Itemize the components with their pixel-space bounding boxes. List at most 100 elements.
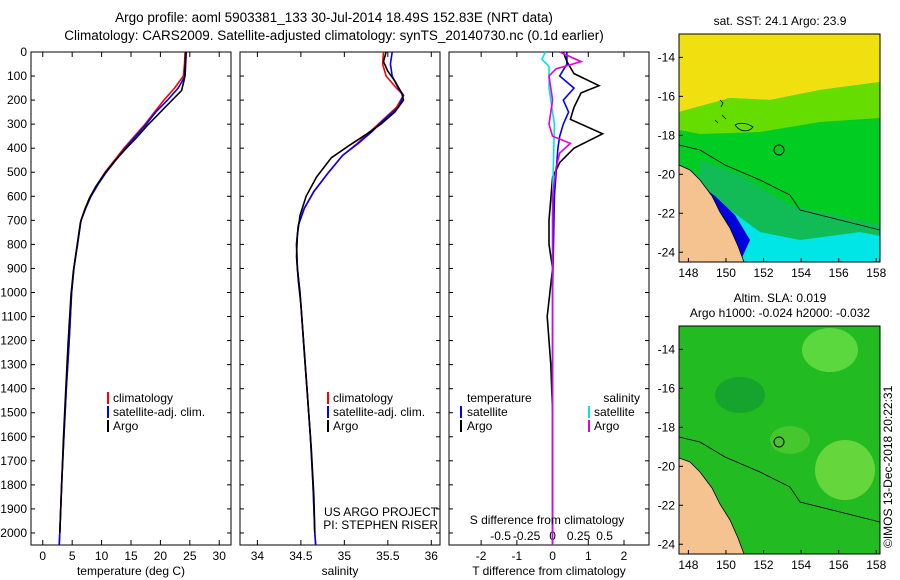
depth-tick-label: 1400: [0, 382, 27, 396]
sst-map: [679, 34, 880, 262]
lon-tick-label: 148: [678, 558, 698, 572]
depth-tick-label: 0: [20, 45, 27, 59]
lat-tick-label: -24: [658, 245, 676, 259]
s-diff-tick-label: -0.5: [490, 529, 511, 543]
lon-tick-label: 154: [791, 266, 811, 280]
temperature-legend: climatology satellite-adj. clim. Argo: [107, 391, 205, 433]
difference-xlabel: T difference from climatology: [472, 564, 626, 578]
lon-tick-label: 156: [829, 266, 849, 280]
lat-tick-label: -20: [658, 167, 676, 181]
lat-tick-label: -24: [658, 537, 676, 551]
series-temperature-climatology: [58, 51, 186, 546]
x-tick-label: -2: [476, 549, 487, 563]
salinity-panel: [239, 51, 441, 546]
x-tick-label: 34.5: [289, 549, 313, 563]
legend-temperature-header: temperature: [467, 391, 532, 405]
lat-tick-label: -16: [658, 89, 676, 103]
title-line-1: Argo profile: aoml 5903381_133 30-Jul-20…: [115, 10, 553, 25]
depth-tick-label: 2000: [0, 526, 27, 540]
sla-anomaly-4: [770, 426, 810, 454]
lon-tick-label: 152: [754, 558, 774, 572]
sla-map-frame: [678, 325, 881, 555]
lon-tick-label: 154: [791, 558, 811, 572]
salinity-legend: climatology satellite-adj. clim. Argo: [327, 391, 425, 433]
depth-axis: 0 100 200 300 400 500 600 700 800 900 1000 1100 1200…: [0, 45, 649, 540]
s-diff-tick-label: 0.5: [596, 529, 613, 543]
sla-map-title-1: Altim. SLA: 0.019: [734, 291, 827, 305]
series-salinity-argo: [295, 51, 405, 534]
legend-s-argo-label: Argo: [594, 419, 620, 433]
x-tick-label: 35.5: [376, 549, 400, 563]
depth-tick-label: 1900: [0, 502, 27, 516]
depth-tick-label: 400: [7, 141, 27, 155]
lon-tick-label: 158: [866, 558, 886, 572]
x-tick-label: 34: [251, 549, 265, 563]
difference-legend: temperature satellite Argo salinity sate…: [460, 391, 640, 433]
series-difference-s-argo: [548, 51, 584, 545]
lat-tick-label: -20: [658, 459, 676, 473]
x-tick-label: 30: [213, 549, 227, 563]
legend-argo-label: Argo: [333, 419, 359, 433]
depth-tick-label: 800: [7, 237, 27, 251]
depth-tick-label: 200: [7, 93, 27, 107]
lat-tick-label: -14: [658, 342, 676, 356]
legend-climatology-label: climatology: [113, 391, 173, 405]
lon-tick-label: 152: [754, 266, 774, 280]
x-tick-label: 0: [39, 549, 46, 563]
sla-argo-position-marker: [773, 436, 785, 448]
legend-argo-label: Argo: [113, 419, 139, 433]
sst-isobath: [679, 144, 880, 231]
credit-pi: PI: STEPHEN RISER: [323, 518, 438, 532]
x-tick-label: -1: [512, 549, 523, 563]
sla-map-title-2: Argo h1000: -0.024 h2000: -0.032: [690, 306, 870, 320]
depth-tick-label: 1600: [0, 430, 27, 444]
depth-tick-label: 900: [7, 261, 27, 275]
sla-anomaly-1: [802, 328, 858, 372]
legend-satellite-label: satellite-adj. clim.: [113, 405, 205, 419]
series-difference-t-satellite: [551, 52, 576, 545]
lat-tick-label: -16: [658, 381, 676, 395]
sla-anomaly-2: [815, 440, 875, 500]
lon-tick-label: 156: [829, 558, 849, 572]
s-diff-tick-label: 0.25: [567, 529, 591, 543]
legend-t-satellite-label: satellite: [467, 405, 508, 419]
depth-tick-label: 600: [7, 189, 27, 203]
series-temperature-satellite-adj-clim-: [58, 51, 188, 546]
x-tick-label: 25: [183, 549, 197, 563]
sla-anomaly-3: [715, 377, 765, 413]
depth-tick-label: 500: [7, 165, 27, 179]
legend-satellite-label: satellite-adj. clim.: [333, 405, 425, 419]
x-tick-label: 5: [69, 549, 76, 563]
s-diff-tick-label: -0.25: [513, 529, 541, 543]
depth-tick-label: 1300: [0, 358, 27, 372]
x-tick-label: 15: [124, 549, 138, 563]
lat-tick-label: -18: [658, 128, 676, 142]
salinity-xlabel: salinity: [322, 564, 359, 578]
difference-panel: [448, 51, 650, 546]
sla-land: [679, 457, 745, 554]
x-tick-label: 0: [549, 549, 556, 563]
sst-map-title: sat. SST: 24.1 Argo: 23.9: [714, 14, 847, 28]
x-axes: 0 5 10 15 20 25 30 34 34.5 35 35.5 36 -2 -1 0 1 2 -0.5 -0.…: [39, 52, 628, 563]
sst-transition-band: [679, 82, 880, 134]
depth-tick-label: 1700: [0, 454, 27, 468]
depth-tick-label: 300: [7, 117, 27, 131]
sst-warm-band: [679, 34, 880, 112]
sst-reefs: [714, 99, 754, 132]
depth-tick-label: 1000: [0, 285, 27, 299]
x-tick-label: 2: [621, 549, 628, 563]
lon-tick-label: 148: [678, 266, 698, 280]
x-tick-label: 1: [585, 549, 592, 563]
title-line-2: Climatology: CARS2009. Satellite-adjuste…: [64, 28, 604, 43]
sst-cool-band: [708, 200, 880, 262]
depth-tick-label: 1800: [0, 478, 27, 492]
temperature-panel: [30, 51, 232, 546]
sst-map-frame: [678, 33, 881, 263]
lon-tick-label: 150: [716, 558, 736, 572]
imos-credit: ©IMOS 13-Dec-2018 20:22:31: [881, 385, 895, 548]
lon-tick-label: 158: [866, 266, 886, 280]
s-difference-label: S difference from climatology: [470, 513, 625, 527]
depth-tick-label: 1200: [0, 334, 27, 348]
